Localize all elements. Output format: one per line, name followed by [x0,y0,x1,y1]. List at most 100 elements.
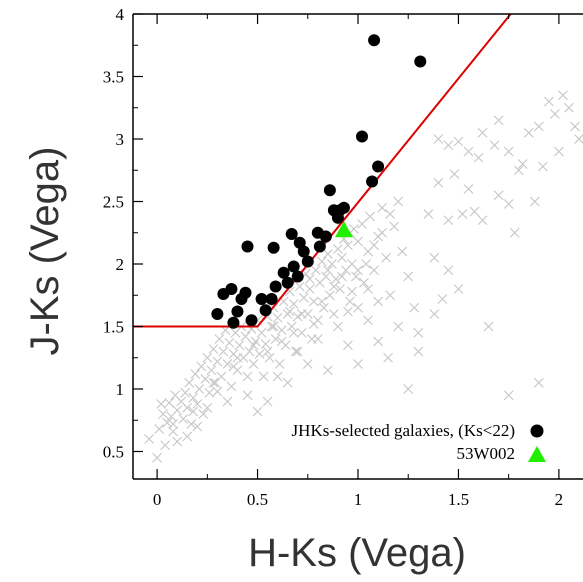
selected-galaxy-point [297,245,310,258]
legend-marker-53w002 [528,446,546,462]
field-object-point [328,309,339,319]
field-object-point [154,424,165,434]
field-object-point [164,397,175,408]
field-object-point [503,146,514,157]
field-object-point [383,352,394,363]
field-object-point [228,361,239,372]
field-object-point [377,202,388,213]
x-tick-label: 1 [354,490,363,509]
legend-marker-galaxies [530,424,544,438]
field-object-point [423,209,434,219]
field-object-point [172,436,183,447]
field-object-point [533,121,544,132]
legend: JHKs-selected galaxies, (Ks<22) 53W002 [292,421,546,463]
selected-galaxy-point [356,130,369,143]
field-object-point [443,140,454,151]
field-object-point [353,265,363,276]
field-object-point [310,265,321,276]
field-object-point [156,399,167,409]
field-object-point [453,284,464,294]
field-object-point [198,409,209,419]
field-object-point [216,371,227,382]
field-object-point [276,336,287,347]
field-object-point [453,136,464,147]
field-object-point [234,340,245,351]
field-object-point [186,419,197,429]
selected-galaxy-point [366,175,379,188]
field-object-point [266,321,277,332]
field-object-point [543,96,554,107]
x-tick-label: 2 [555,490,564,509]
field-object-point [152,452,163,463]
field-object-point [272,312,283,323]
field-object-point [260,339,271,349]
field-object-point [429,252,440,263]
selected-galaxy-point [287,260,300,273]
y-axis-title: J-Ks (Vega) [23,147,67,356]
field-object-point [296,327,307,338]
selection-line [133,14,512,328]
field-object-point [172,405,183,416]
field-object-point [523,127,534,138]
field-object-point [503,199,514,209]
field-object-point [254,349,265,359]
field-object-point [557,90,568,101]
field-object-point [316,256,327,267]
selected-galaxy-point [291,270,304,283]
field-object-point [316,296,327,307]
field-object-point [248,340,259,351]
field-object-point [296,309,307,319]
field-object-point [369,265,379,276]
field-object-point [290,346,301,357]
field-object-point [449,169,460,179]
field-object-point [377,227,388,238]
field-object-point [242,371,253,382]
field-object-point [433,134,444,144]
field-object-point [332,321,343,332]
field-object-point [351,271,361,282]
selected-galaxy-point [285,228,298,240]
selected-galaxy-point [372,160,385,173]
selected-galaxy-point [319,230,332,243]
field-object-point [553,146,564,157]
field-object-point [242,390,253,401]
field-object-point [268,321,279,332]
field-object-point [212,386,223,397]
field-object-point [326,259,337,269]
field-object-point [294,281,305,292]
field-object-point [288,299,299,309]
field-object-point [429,309,440,319]
selected-galaxy-point [267,241,280,254]
selected-galaxy-point [227,316,240,329]
field-object-point [212,356,223,367]
selected-galaxy-point [211,308,224,320]
field-object-point [343,306,353,317]
field-object-point [262,396,273,407]
field-object-point [274,359,285,369]
field-object-point [302,359,313,369]
field-object-point [564,102,574,113]
field-object-point [252,406,263,417]
selected-galaxy-point [301,255,314,268]
field-object-point [312,334,323,344]
y-tick-label: 0.5 [103,443,124,462]
field-object-point [365,211,375,222]
field-object-point [343,240,353,251]
field-object-point [188,392,199,403]
field-object-point [226,381,237,392]
field-object-point [477,215,488,226]
field-object-point [214,334,225,344]
field-object-point [240,331,251,342]
y-tick-label: 3.5 [103,68,124,87]
selected-galaxies-series [211,34,427,329]
y-tick-label: 1.5 [103,318,124,337]
field-object-point [184,377,195,388]
axis-ticks: 0 0.5 1 1.5 2 0.5 1 1.5 2 2.5 3 3.5 4 [103,5,563,509]
field-object-point [334,284,345,294]
x-axis-title: H-Ks (Vega) [248,531,466,575]
selected-galaxy-point [269,280,282,293]
y-tick-label: 2 [116,255,125,274]
field-object-point [322,365,333,376]
selected-galaxy-point [265,293,278,305]
field-object-point [533,377,544,388]
